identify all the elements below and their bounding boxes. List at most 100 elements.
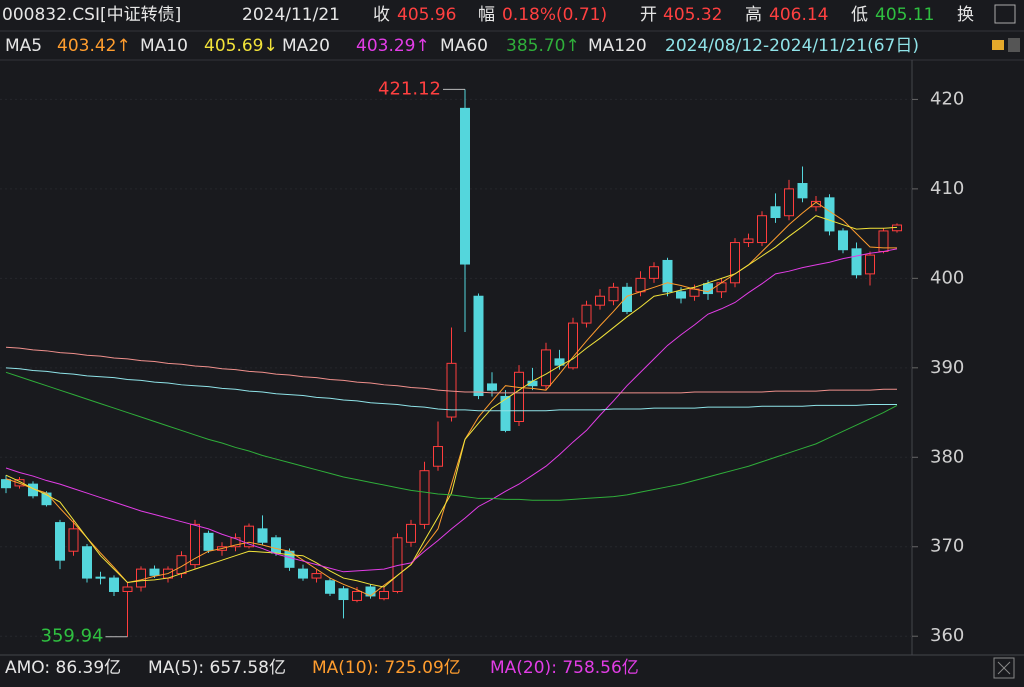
legend: MA5 403.42↑ MA10 405.69↓ MA20 403.29↑ MA60 385.…: [5, 36, 647, 56]
candle-body: [406, 523, 416, 543]
wp-icon[interactable]: [994, 4, 1016, 24]
legend-name: MA5: [5, 36, 42, 56]
candle-body: [838, 230, 848, 251]
candle-body: [797, 183, 808, 199]
candle-body: [230, 537, 241, 548]
header: 000832.CSI[中证转债] 2024/11/21 收 405.96 幅 0…: [2, 4, 1020, 56]
y-tick-label: 420: [930, 88, 964, 109]
candle-body: [271, 537, 281, 554]
ma-line: [5, 248, 898, 573]
quote-value: 0.18%(0.71): [502, 5, 607, 25]
ma-line: [5, 215, 898, 588]
lock-icon[interactable]: [992, 40, 1004, 50]
candle-body: [149, 568, 160, 576]
quote-value: 405.96: [397, 5, 456, 25]
y-tick-label: 390: [930, 357, 964, 378]
ma-line: [5, 367, 897, 412]
candle-body: [460, 107, 470, 265]
candle-body: [257, 528, 268, 543]
quote-label: 幅: [478, 5, 495, 25]
more-label: 换: [957, 5, 974, 25]
candle-body: [716, 282, 727, 293]
candle-body: [487, 383, 497, 391]
candle-body: [298, 568, 308, 579]
y-tick-label: 360: [930, 625, 964, 646]
candle-body: [379, 590, 389, 600]
candle-body: [109, 577, 119, 592]
footer: AMO: 86.39亿 MA(5): 657.58亿 MA(10): 725.0…: [5, 657, 1015, 679]
candle-body: [1, 479, 11, 489]
legend-name: MA60: [440, 36, 488, 56]
candle-body: [325, 580, 335, 594]
candle-body: [770, 206, 781, 219]
range-text: 2024/08/12-2024/11/21(67日): [665, 36, 919, 56]
legend-value: 385.70↑: [506, 36, 580, 56]
legend-name: MA20: [282, 36, 330, 56]
candle-body: [433, 446, 443, 467]
ma-line: [5, 371, 898, 501]
candle-body: [622, 286, 632, 312]
candle-body: [352, 590, 362, 601]
candle-body: [662, 259, 673, 293]
candle-body: [554, 358, 565, 366]
y-tick-label: 380: [930, 446, 964, 467]
candle-body: [635, 277, 646, 293]
settings-icon[interactable]: [1008, 38, 1020, 52]
y-tick-label: 370: [930, 536, 964, 557]
candle-body: [757, 215, 767, 244]
close-icon: [997, 661, 1011, 675]
code: 000832.CSI[中证转债]: [2, 5, 181, 25]
candle-body: [730, 242, 740, 284]
candle-body: [568, 322, 578, 369]
footer-item: MA(10): 725.09亿: [312, 658, 461, 678]
candle-body: [824, 197, 835, 232]
candle-body: [203, 532, 214, 551]
y-tick-label: 410: [930, 178, 964, 199]
quote-value: 405.11: [875, 5, 934, 25]
candle-body: [865, 254, 875, 275]
candle-body: [514, 371, 524, 422]
candle-body: [338, 588, 349, 601]
candle-body: [311, 573, 322, 579]
candle-body: [649, 266, 659, 279]
candle-body: [136, 568, 146, 588]
candle-body: [95, 576, 106, 579]
candle-body: [419, 470, 430, 525]
quote-label: 高: [745, 5, 762, 25]
legend-name: MA10: [140, 36, 188, 56]
ma-line: [5, 346, 897, 394]
y-tick-label: 400: [930, 267, 964, 288]
low-annotation: 359.94: [41, 626, 104, 647]
candle-body: [851, 248, 862, 276]
footer-item: AMO: 86.39亿: [5, 658, 121, 678]
footer-item: MA(20): 758.56亿: [490, 658, 639, 678]
quote-label: 开: [640, 5, 657, 25]
candle-body: [676, 291, 686, 299]
candle-body: [122, 586, 133, 592]
candle-body: [244, 525, 254, 548]
candle-body: [784, 188, 794, 217]
candle-body: [473, 295, 484, 397]
quote-value: 406.14: [769, 5, 828, 25]
candle-body: [541, 349, 551, 387]
candle-body: [608, 286, 619, 302]
candle-body: [743, 238, 754, 244]
legend-value: 405.69↓: [204, 36, 278, 56]
quote-label: 低: [851, 5, 868, 25]
quote-value: 405.32: [663, 5, 722, 25]
candle-body: [55, 522, 65, 561]
candle-body: [500, 395, 511, 431]
quote-label: 收: [373, 5, 390, 25]
footer-item: MA(5): 657.58亿: [148, 658, 286, 678]
plot-area: 360 370 380 390 400 410 420 421.12 359.94: [0, 78, 964, 647]
legend-value: 403.29↑: [356, 36, 430, 56]
candle-body: [446, 362, 457, 418]
candle-body: [581, 304, 592, 324]
candle-body: [82, 546, 92, 579]
candle-body: [68, 528, 79, 552]
date: 2024/11/21: [242, 5, 340, 25]
close-button[interactable]: [993, 657, 1015, 679]
